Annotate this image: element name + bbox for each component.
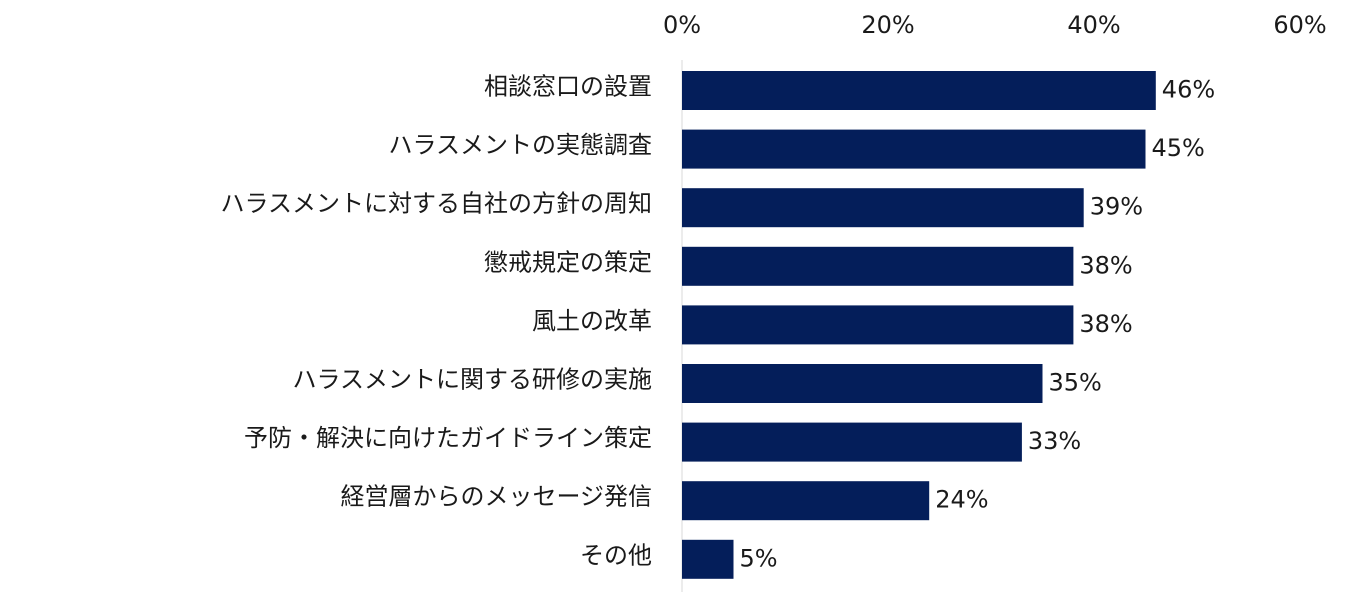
bar bbox=[682, 539, 734, 579]
x-tick-label: 0% bbox=[663, 11, 701, 39]
bar bbox=[682, 305, 1074, 345]
value-label: 46% bbox=[1162, 76, 1215, 104]
value-label: 33% bbox=[1028, 427, 1081, 455]
bar bbox=[682, 364, 1043, 403]
category-label: ハラスメントの実態調査 bbox=[388, 131, 652, 159]
x-tick-label: 60% bbox=[1273, 11, 1326, 39]
value-label: 35% bbox=[1049, 369, 1102, 397]
bar bbox=[682, 129, 1146, 169]
value-label: 24% bbox=[935, 486, 988, 514]
value-label: 5% bbox=[740, 544, 778, 572]
bar bbox=[682, 188, 1084, 228]
x-axis-ticks: 0% 20% 40% 60% bbox=[663, 11, 1327, 39]
category-label: ハラスメントに対する自社の方針の周知 bbox=[220, 190, 652, 218]
category-label: 経営層からのメッセージ発信 bbox=[340, 483, 652, 511]
category-label: 風土の改革 bbox=[532, 307, 652, 335]
bars bbox=[682, 71, 1156, 579]
value-label: 38% bbox=[1079, 251, 1132, 279]
bar bbox=[682, 481, 930, 521]
value-labels: 46% 45% 39% 38% 38% 35% 33% 24% 5% bbox=[740, 76, 1216, 573]
bar bbox=[682, 246, 1074, 286]
category-label: その他 bbox=[580, 541, 652, 569]
x-tick-label: 20% bbox=[861, 11, 914, 39]
bar bbox=[682, 422, 1022, 462]
value-label: 45% bbox=[1152, 134, 1205, 162]
category-label: ハラスメントに関する研修の実施 bbox=[292, 366, 652, 394]
value-label: 38% bbox=[1079, 310, 1132, 338]
category-labels: 相談窓口の設置ハラスメントの実態調査ハラスメントに対する自社の方針の周知懲戒規定… bbox=[220, 73, 652, 570]
bar bbox=[682, 71, 1156, 110]
x-tick-label: 40% bbox=[1067, 11, 1120, 39]
category-label: 予防・解決に向けたガイドライン策定 bbox=[244, 424, 652, 452]
category-label: 懲戒規定の策定 bbox=[484, 248, 652, 276]
category-label: 相談窓口の設置 bbox=[484, 73, 652, 101]
value-label: 39% bbox=[1090, 193, 1143, 221]
